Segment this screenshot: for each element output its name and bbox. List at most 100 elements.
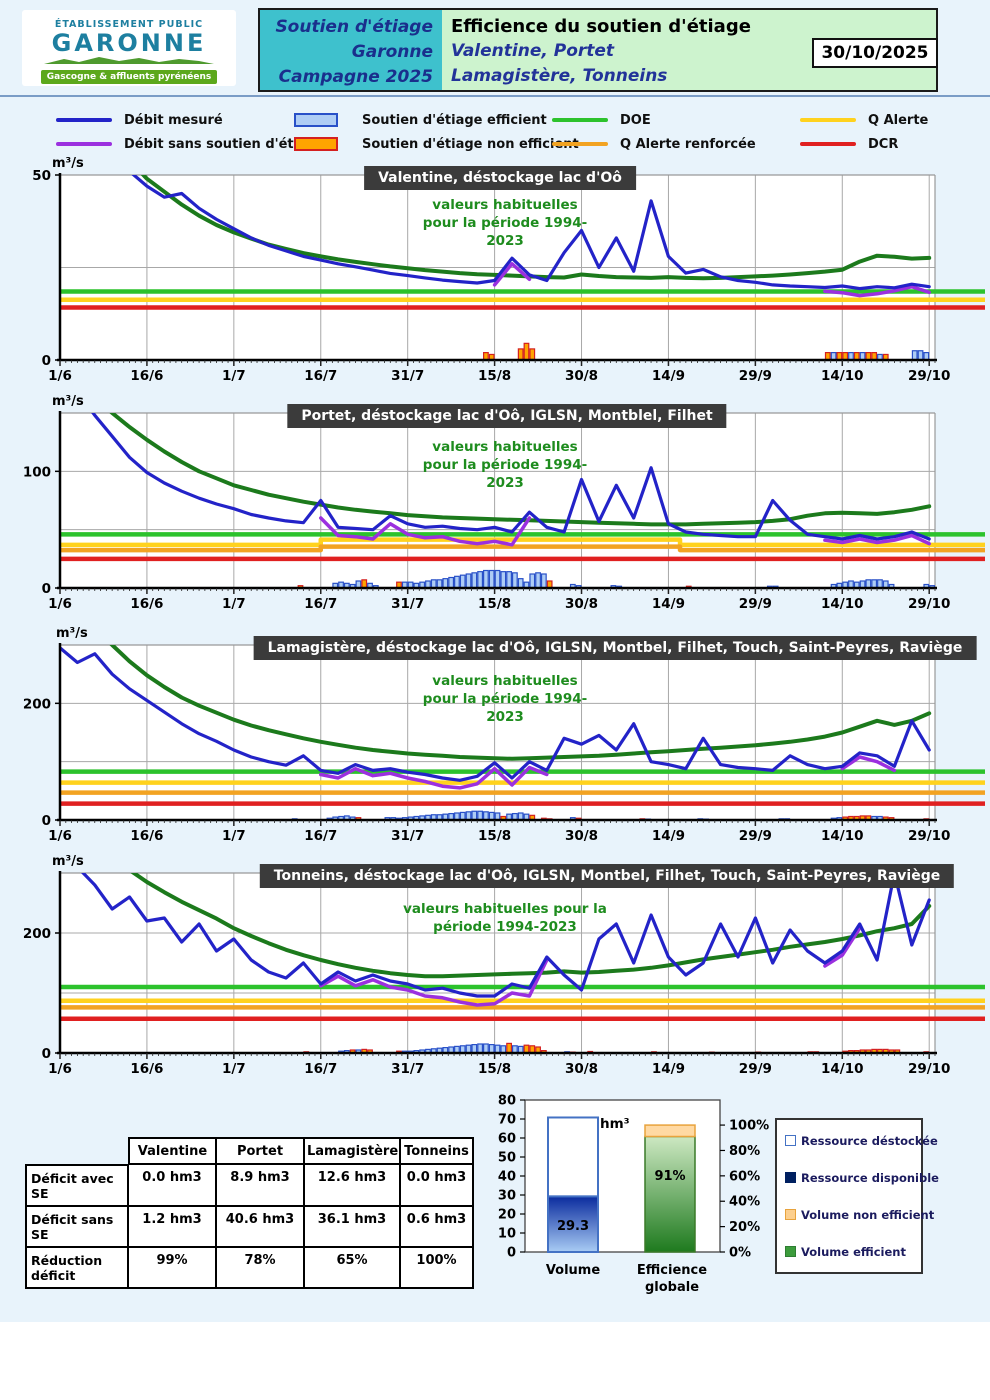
svg-text:1/7: 1/7 [222, 828, 246, 844]
svg-text:0: 0 [507, 1246, 516, 1261]
svg-text:16/6: 16/6 [130, 1061, 163, 1077]
table-cell: 78% [216, 1247, 304, 1289]
title-box: Efficience du soutien d'étiage Valentine… [442, 10, 936, 90]
logo-mountains-icon [44, 57, 214, 64]
non-efficient-swatch [785, 1209, 796, 1220]
svg-text:30: 30 [498, 1189, 516, 1204]
usual-values-annotation: valeurs habituelles pour la période 1994… [422, 439, 588, 491]
table-cell: 12.6 hm3 [304, 1164, 400, 1206]
svg-text:29.3: 29.3 [557, 1219, 589, 1234]
legend-label: Q Alerte [868, 113, 929, 128]
svg-text:29/9: 29/9 [739, 596, 772, 612]
campaign-line-2: Garonne [351, 42, 433, 62]
svg-text:31/7: 31/7 [391, 828, 424, 844]
table-cell: 100% [400, 1247, 474, 1289]
svg-text:31/7: 31/7 [391, 368, 424, 384]
table-cell: 36.1 hm3 [304, 1206, 400, 1247]
usual-values-annotation: valeurs habituelles pour la période 1994… [422, 673, 588, 725]
destockee-swatch [785, 1135, 796, 1146]
svg-text:0: 0 [42, 813, 51, 829]
legend-label: Volume non efficient [801, 1208, 935, 1222]
svg-text:15/8: 15/8 [478, 596, 511, 612]
svg-text:0: 0 [42, 1046, 51, 1062]
svg-text:1/7: 1/7 [222, 596, 246, 612]
header-divider [0, 95, 990, 97]
svg-text:16/7: 16/7 [304, 1061, 337, 1077]
svg-text:16/6: 16/6 [130, 828, 163, 844]
chart-title-tonneins: Tonneins, déstockage lac d'Oô, IGLSN, Mo… [259, 864, 955, 888]
svg-text:29/10: 29/10 [908, 1061, 951, 1077]
chart-title-valentine: Valentine, déstockage lac d'Oô [364, 166, 636, 190]
svg-text:0: 0 [42, 353, 51, 369]
svg-text:29/9: 29/9 [739, 828, 772, 844]
campaign-box: Soutien d'étiage Garonne Campagne 2025 [260, 10, 442, 90]
table-cell: 1.2 hm3 [128, 1206, 216, 1247]
category-label-efficience: Efficience globale [636, 1263, 708, 1295]
legend-label: DCR [868, 137, 899, 152]
svg-text:200: 200 [23, 926, 51, 942]
measured-line-swatch [56, 118, 112, 122]
svg-text:1/7: 1/7 [222, 1061, 246, 1077]
svg-text:20%: 20% [729, 1220, 760, 1235]
svg-text:16/7: 16/7 [304, 828, 337, 844]
logo-institution-label: ÉTABLISSEMENT PUBLIC [54, 19, 204, 30]
table-col-header: Lamagistère [304, 1137, 400, 1164]
natural-line-swatch [56, 142, 112, 146]
svg-text:0: 0 [42, 581, 51, 597]
legend-label: Débit mesuré [124, 113, 223, 128]
dcr-line-swatch [800, 142, 856, 146]
deficit-table: Valentine Portet Lamagistère Tonneins Dé… [25, 1137, 474, 1289]
svg-text:31/7: 31/7 [391, 1061, 424, 1077]
svg-text:30/8: 30/8 [565, 596, 598, 612]
svg-text:14/9: 14/9 [652, 596, 685, 612]
svg-text:15/8: 15/8 [478, 1061, 511, 1077]
svg-text:14/9: 14/9 [652, 1061, 685, 1077]
usual-values-annotation: valeurs habituelles pour la période 1994… [422, 197, 588, 249]
svg-text:15/8: 15/8 [478, 828, 511, 844]
legend-label: Soutien d'étiage efficient [362, 113, 547, 128]
svg-text:60%: 60% [729, 1169, 760, 1184]
svg-text:1/6: 1/6 [48, 1061, 72, 1077]
svg-text:14/10: 14/10 [821, 1061, 864, 1077]
table-col-header: Valentine [128, 1137, 216, 1164]
svg-text:14/10: 14/10 [821, 368, 864, 384]
legend-label: Ressource disponible [801, 1171, 939, 1185]
table-cell: 99% [128, 1247, 216, 1289]
disponible-swatch [785, 1172, 796, 1183]
svg-text:30/8: 30/8 [565, 368, 598, 384]
logo-banner-label: Gascogne & affluents pyrénéens [40, 70, 218, 84]
svg-text:31/7: 31/7 [391, 596, 424, 612]
hydrograph-portet: 100 01/6 16/6 1/7 16/7 31/7 15/8 30/8 14/9 29/9 14… [23, 411, 985, 612]
usual-values-annotation: valeurs habituelles pour la période 1994… [403, 901, 607, 935]
svg-text:29/10: 29/10 [908, 828, 951, 844]
svg-text:14/9: 14/9 [652, 368, 685, 384]
stations-line-2: Lamagistère, Tonneins [451, 66, 668, 86]
svg-text:50: 50 [498, 1151, 516, 1166]
svg-text:0%: 0% [729, 1246, 751, 1261]
legend-label: DOE [620, 113, 651, 128]
svg-text:50: 50 [32, 168, 51, 184]
chart-title-portet: Portet, déstockage lac d'Oô, IGLSN, Mont… [287, 404, 727, 428]
category-label-volume: Volume [545, 1263, 601, 1278]
table-cell: 0.0 hm3 [400, 1164, 474, 1206]
y-axis-unit: m³/s [52, 854, 84, 869]
svg-text:60: 60 [498, 1132, 516, 1147]
svg-text:40: 40 [498, 1170, 516, 1185]
svg-text:30/8: 30/8 [565, 1061, 598, 1077]
svg-text:29/9: 29/9 [739, 368, 772, 384]
qar-line-swatch [552, 142, 608, 146]
efficient-swatch [785, 1246, 796, 1257]
chart-title-lamagistere: Lamagistère, déstockage lac d'Oô, IGLSN,… [253, 636, 977, 660]
svg-text:1/6: 1/6 [48, 368, 72, 384]
svg-text:29/10: 29/10 [908, 596, 951, 612]
svg-text:80%: 80% [729, 1144, 760, 1159]
table-cell: 8.9 hm3 [216, 1164, 304, 1206]
svg-text:16/7: 16/7 [304, 596, 337, 612]
table-cell: 40.6 hm3 [216, 1206, 304, 1247]
y-axis-unit: m³/s [52, 156, 84, 171]
legend-label: Volume efficient [801, 1245, 906, 1259]
hydrograph-tonneins: 200 01/6 16/6 1/7 16/7 31/7 15/8 30/8 14/9 29/9 14… [23, 871, 985, 1077]
svg-text:100: 100 [23, 464, 51, 480]
efficient-box-swatch [294, 113, 338, 127]
